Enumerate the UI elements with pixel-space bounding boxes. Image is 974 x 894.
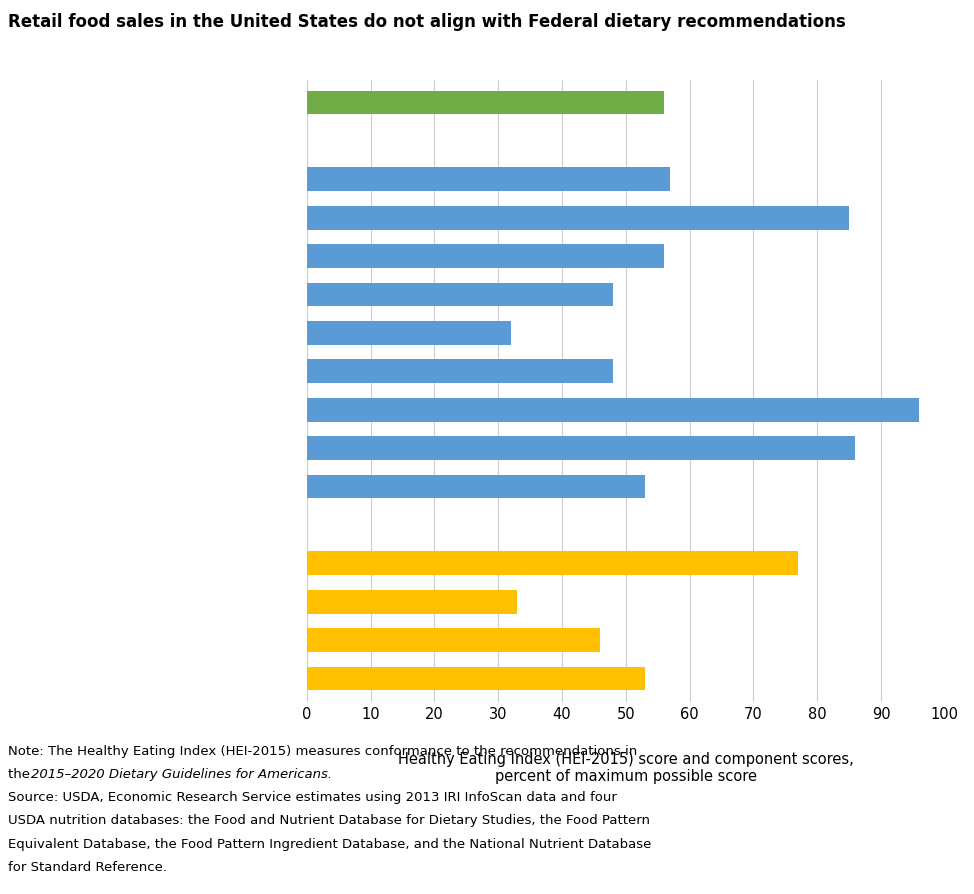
Bar <box>307 245 664 269</box>
Text: USDA nutrition databases: the Food and Nutrient Database for Dietary Studies, th: USDA nutrition databases: the Food and N… <box>8 814 650 827</box>
Bar <box>307 628 600 653</box>
Bar <box>307 399 919 422</box>
Text: Equivalent Database, the Food Pattern Ingredient Database, and the National Nutr: Equivalent Database, the Food Pattern In… <box>8 837 652 850</box>
Bar <box>307 590 517 614</box>
Text: for Standard Reference.: for Standard Reference. <box>8 860 167 873</box>
Bar <box>307 552 798 576</box>
Text: 2015–2020 Dietary Guidelines for Americans.: 2015–2020 Dietary Guidelines for America… <box>31 767 332 780</box>
Bar <box>307 207 849 231</box>
Bar <box>307 360 613 384</box>
Bar <box>307 437 855 460</box>
Bar <box>307 322 511 345</box>
Text: Retail food sales in the United States do not align with Federal dietary recomme: Retail food sales in the United States d… <box>8 13 845 31</box>
Bar <box>307 168 670 192</box>
Bar <box>307 667 645 691</box>
Bar <box>307 475 645 499</box>
Text: the: the <box>8 767 34 780</box>
Text: Source: USDA, Economic Research Service estimates using 2013 IRI InfoScan data a: Source: USDA, Economic Research Service … <box>8 790 617 804</box>
Text: Healthy Eating Index (HEI-2015) score and component scores,
percent of maximum p: Healthy Eating Index (HEI-2015) score an… <box>398 751 853 783</box>
Text: Note: The Healthy Eating Index (HEI-2015) measures conformance to the recommenda: Note: The Healthy Eating Index (HEI-2015… <box>8 744 637 757</box>
Bar <box>307 283 613 308</box>
Bar <box>307 91 664 115</box>
